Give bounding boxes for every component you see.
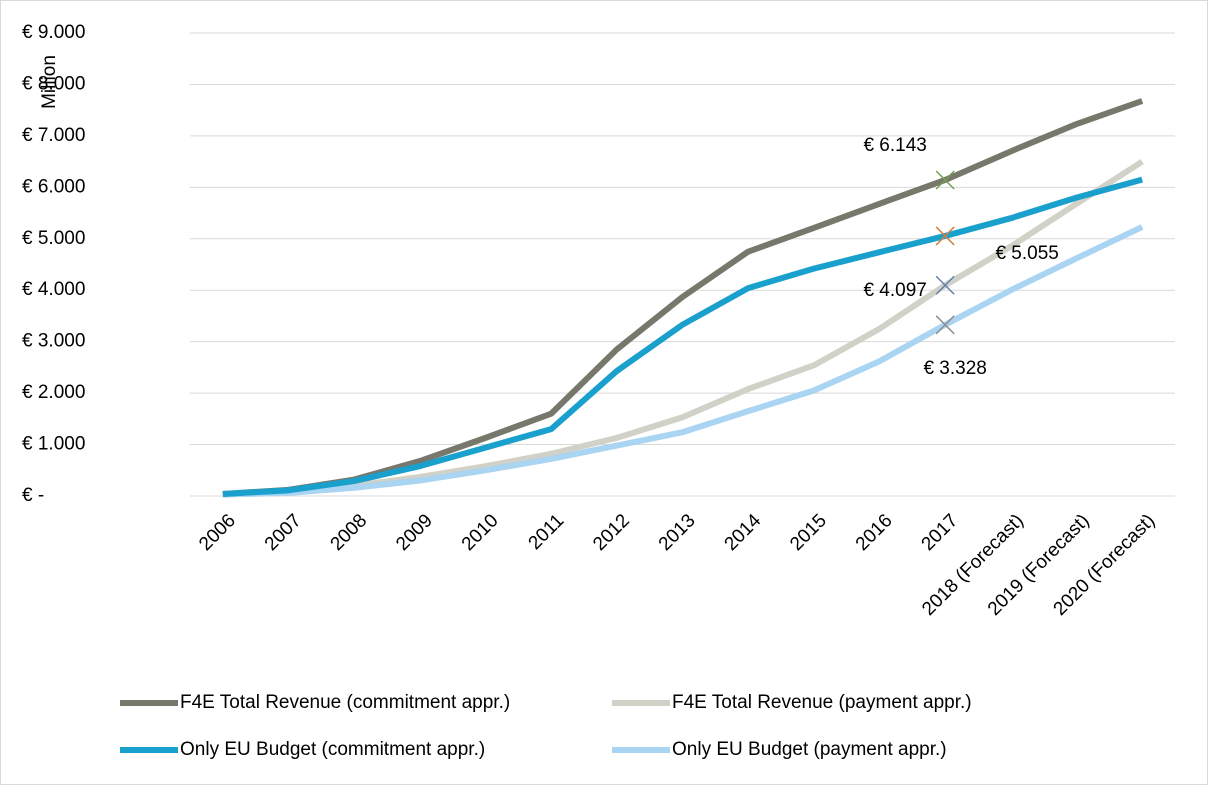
y-tick-label: € 1.000 bbox=[22, 434, 85, 455]
y-tick-label: € 8.000 bbox=[22, 73, 85, 94]
annotation-marker bbox=[935, 170, 955, 190]
y-tick-label: € 5.000 bbox=[22, 228, 85, 249]
y-tick-label: € - bbox=[22, 485, 44, 506]
legend-label: Only EU Budget (payment appr.) bbox=[672, 739, 947, 760]
annotation-label: € 4.097 bbox=[863, 280, 926, 301]
annotation-label: € 6.143 bbox=[863, 135, 926, 156]
legend-label: Only EU Budget (commitment appr.) bbox=[180, 739, 485, 760]
annotation-marker bbox=[935, 226, 955, 246]
legend-label: F4E Total Revenue (payment appr.) bbox=[672, 692, 972, 713]
annotation-label: € 5.055 bbox=[995, 243, 1058, 264]
legend-label: F4E Total Revenue (commitment appr.) bbox=[180, 692, 510, 713]
series-line bbox=[222, 176, 1143, 497]
annotation-marker bbox=[935, 315, 955, 335]
y-tick-label: € 2.000 bbox=[22, 382, 85, 403]
y-tick-label: € 4.000 bbox=[22, 279, 85, 300]
y-axis-label: Million bbox=[39, 55, 60, 109]
series-line bbox=[222, 224, 1144, 498]
annotation-label: € 3.328 bbox=[923, 358, 986, 379]
y-tick-label: € 6.000 bbox=[22, 176, 85, 197]
y-tick-label: € 3.000 bbox=[22, 331, 85, 352]
y-tick-label: € 7.000 bbox=[22, 125, 85, 146]
annotation-marker bbox=[935, 275, 955, 295]
y-tick-label: € 9.000 bbox=[22, 22, 85, 43]
